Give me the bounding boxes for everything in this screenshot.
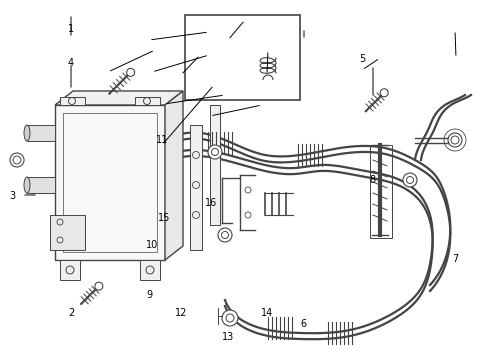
- Polygon shape: [190, 125, 202, 250]
- Text: 1: 1: [68, 24, 74, 34]
- Circle shape: [219, 76, 227, 84]
- Polygon shape: [140, 260, 160, 280]
- Ellipse shape: [24, 125, 30, 141]
- Circle shape: [222, 310, 238, 326]
- Circle shape: [10, 153, 24, 167]
- Text: 8: 8: [369, 175, 375, 185]
- Text: 14: 14: [261, 308, 273, 318]
- Text: 6: 6: [301, 319, 307, 329]
- Polygon shape: [55, 105, 165, 260]
- Text: 3: 3: [9, 191, 15, 201]
- Circle shape: [380, 89, 388, 97]
- Circle shape: [95, 282, 103, 290]
- Polygon shape: [165, 91, 183, 260]
- Circle shape: [448, 133, 462, 147]
- Text: 9: 9: [147, 290, 152, 300]
- Text: 15: 15: [158, 213, 171, 223]
- Text: 4: 4: [68, 58, 74, 68]
- Polygon shape: [135, 97, 160, 105]
- Polygon shape: [60, 260, 80, 280]
- Polygon shape: [27, 177, 55, 193]
- Ellipse shape: [24, 177, 30, 193]
- Bar: [185, 15, 300, 100]
- Text: 13: 13: [222, 332, 234, 342]
- Polygon shape: [27, 125, 55, 141]
- Text: 2: 2: [68, 308, 74, 318]
- Circle shape: [403, 173, 417, 187]
- Polygon shape: [50, 215, 85, 250]
- Text: 16: 16: [205, 198, 217, 208]
- Text: 10: 10: [146, 240, 158, 250]
- Circle shape: [237, 27, 253, 43]
- Circle shape: [126, 68, 135, 76]
- Text: 11: 11: [156, 135, 168, 145]
- Text: 5: 5: [360, 54, 366, 64]
- Circle shape: [199, 44, 221, 66]
- Polygon shape: [60, 97, 85, 105]
- Circle shape: [208, 145, 222, 159]
- Polygon shape: [210, 105, 220, 225]
- Circle shape: [218, 228, 232, 242]
- Text: 7: 7: [453, 254, 459, 264]
- Polygon shape: [55, 91, 183, 105]
- Text: 12: 12: [175, 308, 188, 318]
